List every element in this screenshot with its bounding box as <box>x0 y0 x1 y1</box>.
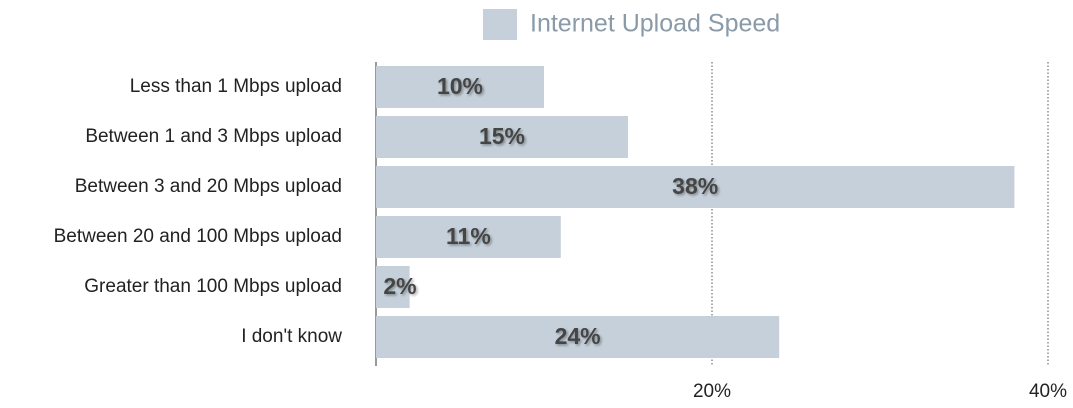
bar <box>376 316 780 358</box>
data-label: 24% <box>555 323 601 349</box>
data-label: 11% <box>446 223 491 249</box>
data-label: 15% <box>479 123 525 149</box>
data-label: 38% <box>672 173 718 199</box>
y-tick-label: Between 20 and 100 Mbps upload <box>54 226 342 247</box>
bar <box>376 266 410 308</box>
legend-swatch <box>483 9 517 40</box>
data-label: 2% <box>383 273 416 299</box>
y-tick-label: I don't know <box>241 326 342 347</box>
bar <box>376 116 628 158</box>
legend-label: Internet Upload Speed <box>530 10 780 38</box>
x-tick-label: 40% <box>1029 381 1067 402</box>
y-tick-label: Between 1 and 3 Mbps upload <box>85 126 342 147</box>
y-tick-label: Less than 1 Mbps upload <box>130 76 342 97</box>
bar <box>376 166 1015 208</box>
y-tick-label: Between 3 and 20 Mbps upload <box>75 176 342 197</box>
bar <box>376 216 561 258</box>
bar <box>376 66 544 108</box>
x-tick-label: 20% <box>693 381 731 402</box>
y-tick-label: Greater than 100 Mbps upload <box>84 276 342 297</box>
data-label: 10% <box>437 73 483 99</box>
